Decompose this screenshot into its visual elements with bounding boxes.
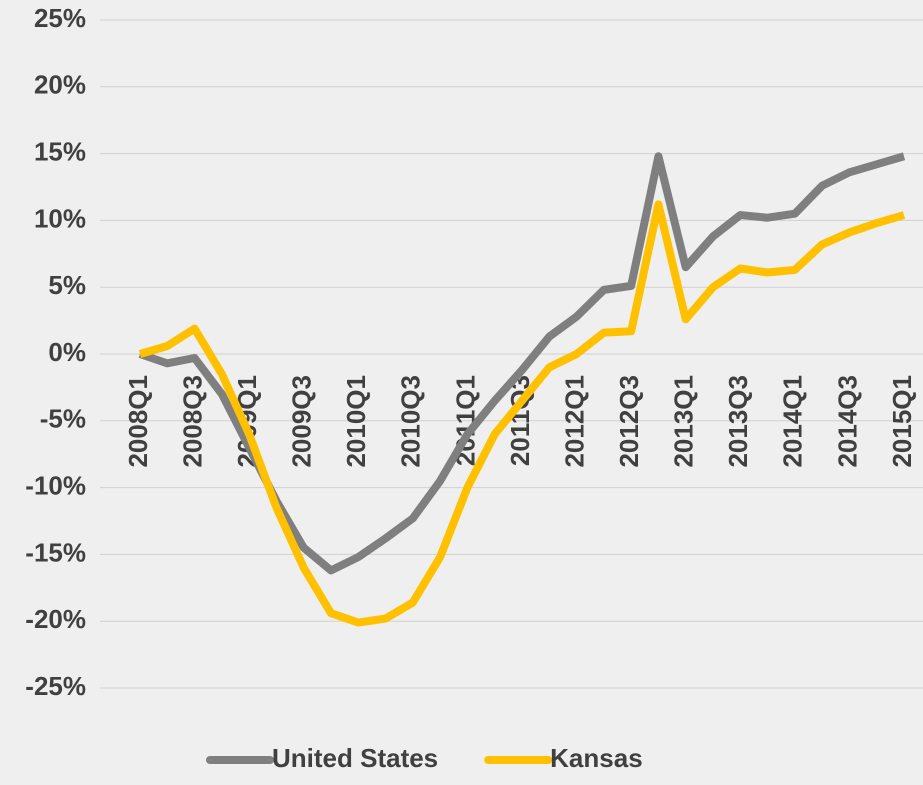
x-tick-label: 2013Q1: [669, 375, 699, 468]
y-tick-label: -15%: [25, 537, 86, 567]
x-tick-label: 2010Q1: [341, 375, 371, 468]
y-tick-label: 10%: [34, 203, 86, 233]
x-tick-label: 2013Q3: [723, 375, 753, 468]
y-tick-label: 5%: [48, 270, 86, 300]
y-tick-label: 0%: [48, 337, 86, 367]
y-tick-label: -20%: [25, 604, 86, 634]
legend-label: Kansas: [550, 743, 643, 773]
x-tick-label: 2008Q3: [177, 375, 207, 468]
y-tick-label: -25%: [25, 671, 86, 701]
x-tick-label: 2014Q3: [832, 375, 862, 468]
y-tick-label: 20%: [34, 70, 86, 100]
x-tick-label: 2012Q3: [614, 375, 644, 468]
x-tick-label: 2009Q3: [287, 375, 317, 468]
y-tick-label: 15%: [34, 136, 86, 166]
x-tick-label: 2012Q1: [559, 375, 589, 468]
y-tick-label: -5%: [40, 404, 86, 434]
y-tick-label: 25%: [34, 3, 86, 33]
series-line: [138, 200, 906, 627]
y-tick-label: -10%: [25, 470, 86, 500]
x-tick-label: 2010Q3: [396, 375, 426, 468]
x-tick-label: 2015Q1: [887, 375, 917, 468]
x-tick-label: 2008Q1: [123, 375, 153, 468]
x-tick-label: 2014Q1: [778, 375, 808, 468]
series-line: [138, 152, 906, 575]
legend-label: United States: [272, 743, 438, 773]
